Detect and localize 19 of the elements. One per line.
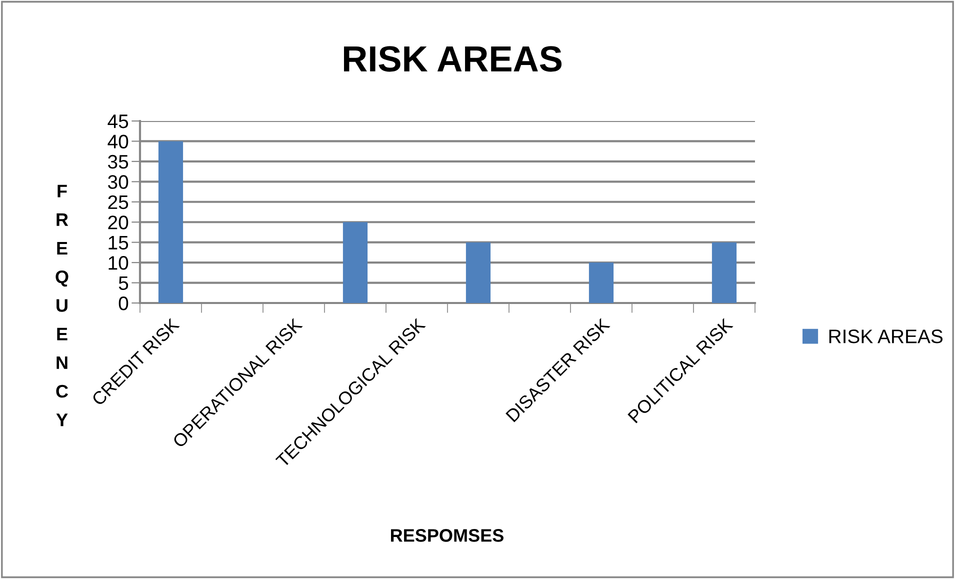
y-tick-label: 45	[108, 114, 128, 128]
x-axis-title: RESPOMSES	[391, 529, 504, 542]
y-tick-label: 40	[108, 134, 128, 148]
y-tick-label: 35	[108, 154, 128, 169]
bar	[712, 242, 737, 303]
bar	[588, 262, 614, 303]
y-tick-label: 5	[118, 276, 128, 290]
chart-title: RISK AREAS	[344, 46, 562, 72]
y-tick-label: 20	[108, 216, 128, 230]
bar	[466, 242, 491, 303]
bar	[342, 222, 368, 303]
y-tick-label: 30	[108, 175, 128, 189]
y-tick-label: 15	[108, 236, 128, 250]
bar	[158, 141, 184, 303]
text: FREQUENCY	[56, 184, 68, 426]
y-tick-label: 25	[108, 195, 128, 210]
y-tick-label: 0	[118, 296, 128, 310]
y-tick-label: 10	[108, 256, 128, 270]
legend-label: RISK AREAS	[829, 330, 943, 344]
